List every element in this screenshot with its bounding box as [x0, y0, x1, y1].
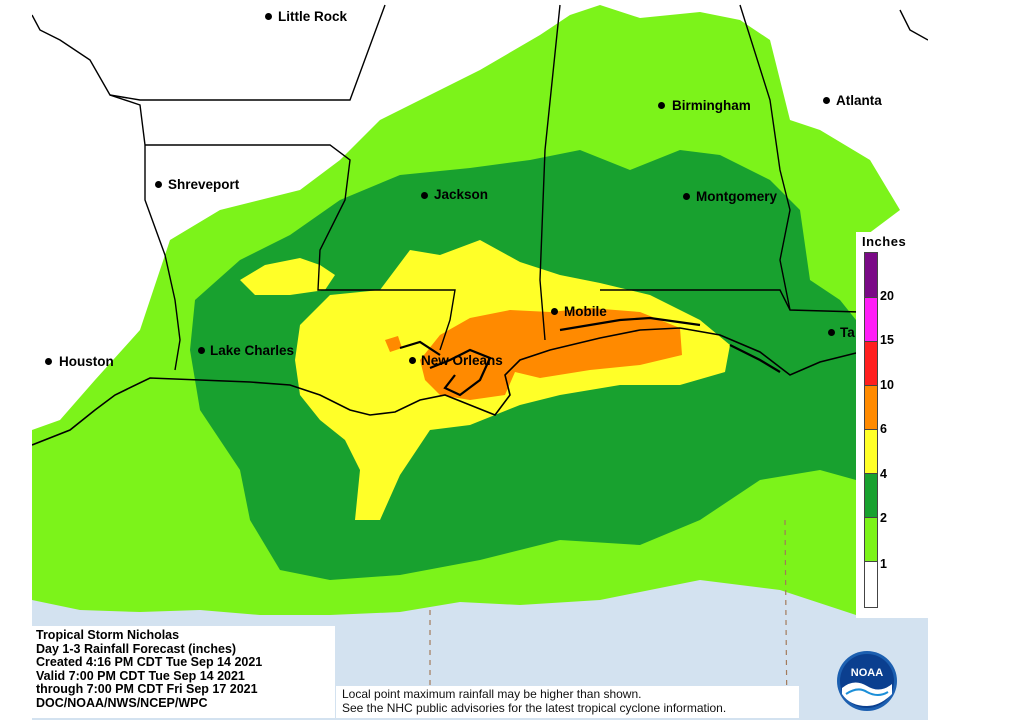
city-dot-atlanta: [823, 97, 830, 104]
city-dot-birmingham: [658, 102, 665, 109]
legend-label-20: 20: [880, 289, 894, 303]
city-label-jackson: Jackson: [434, 187, 489, 202]
valid-time: Valid 7:00 PM CDT Tue Sep 14 2021: [36, 668, 245, 683]
city-dot-lake-charles: [198, 347, 205, 354]
legend: Inches 20 15 10 6 4 2 1: [856, 232, 928, 618]
city-dot-mobile: [551, 308, 558, 315]
legend-label-10: 10: [880, 378, 894, 392]
city-label-tallahassee: Ta: [840, 325, 855, 340]
disclaimer-line-2: See the NHC public advisories for the la…: [342, 700, 727, 715]
city-label-new-orleans: New Orleans: [421, 353, 503, 368]
legend-swatch-none: [864, 562, 878, 608]
city-dot-little-rock: [265, 13, 272, 20]
state-borders: [32, 4, 928, 371]
city-dot-jackson: [421, 192, 428, 199]
rain-zone-4in: [295, 240, 730, 520]
disclaimer-line-1: Local point maximum rainfall may be high…: [342, 687, 642, 701]
legend-label-6: 6: [880, 422, 887, 436]
city-dot-tallahassee: [828, 329, 835, 336]
forecast-info-box: Tropical Storm Nicholas Day 1-3 Rainfall…: [32, 626, 335, 718]
storm-name: Tropical Storm Nicholas: [36, 628, 180, 642]
legend-label-2: 2: [880, 511, 887, 525]
city-label-birmingham: Birmingham: [672, 98, 751, 113]
city-label-little-rock: Little Rock: [278, 9, 348, 24]
legend-label-1: 1: [880, 557, 887, 571]
city-dot-houston: [45, 358, 52, 365]
city-dot-shreveport: [155, 181, 162, 188]
product-name: Day 1-3 Rainfall Forecast (inches): [36, 641, 237, 656]
legend-title: Inches: [862, 234, 907, 249]
legend-label-4: 4: [880, 467, 887, 481]
legend-swatch-2: [864, 474, 878, 518]
disclaimer-box: Local point maximum rainfall may be high…: [336, 686, 799, 718]
rainfall-map: Little Rock Birmingham Atlanta Shrevepor…: [32, 0, 928, 720]
coastline-detail: [399, 316, 781, 397]
noaa-logo: NOAA: [836, 650, 898, 712]
city-label-montgomery: Montgomery: [696, 189, 777, 204]
rain-zone-6in-west: [385, 336, 402, 352]
rain-zone-4in-north: [240, 258, 335, 295]
legend-swatch-20: [864, 252, 878, 298]
legend-swatch-6: [864, 386, 878, 430]
city-label-atlanta: Atlanta: [836, 93, 882, 108]
noaa-logo-graphic: NOAA: [837, 651, 897, 711]
legend-swatch-10: [864, 342, 878, 386]
legend-swatch-4: [864, 430, 878, 474]
rain-zone-6in: [420, 308, 682, 400]
city-label-lake-charles: Lake Charles: [210, 343, 295, 358]
through-time: through 7:00 PM CDT Fri Sep 17 2021: [36, 682, 258, 697]
city-label-houston: Houston: [59, 354, 114, 369]
created-time: Created 4:16 PM CDT Tue Sep 14 2021: [36, 655, 263, 670]
map-canvas: [32, 0, 928, 720]
city-label-shreveport: Shreveport: [168, 177, 240, 192]
city-label-mobile: Mobile: [564, 304, 607, 319]
coastline: [32, 327, 928, 446]
legend-label-15: 15: [880, 333, 894, 347]
legend-swatch-1: [864, 518, 878, 562]
legend-swatch-15: [864, 298, 878, 342]
city-dot-montgomery: [683, 193, 690, 200]
city-dot-new-orleans: [409, 357, 416, 364]
noaa-logo-text: NOAA: [851, 667, 883, 679]
source-agency: DOC/NOAA/NWS/NCEP/WPC: [36, 695, 208, 710]
